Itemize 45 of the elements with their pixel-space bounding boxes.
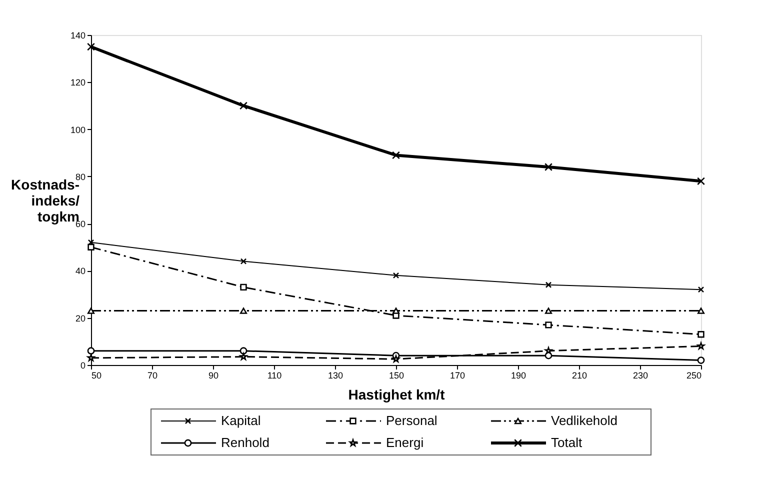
point — [698, 331, 704, 338]
point — [87, 347, 95, 355]
x-tick-label: 230 — [632, 370, 648, 380]
point — [392, 272, 400, 279]
point — [696, 177, 706, 186]
y-tick-label: 120 — [70, 78, 86, 88]
x-axis-title: Hastighet km/t — [348, 386, 446, 402]
x-tick-label: 210 — [572, 370, 588, 380]
x-tick-label: 130 — [328, 370, 344, 380]
x-tick-label: 250 — [686, 370, 702, 380]
legend-label: Kapital — [221, 413, 261, 428]
y-tick-label: 20 — [75, 313, 86, 324]
x-tick-label: 50 — [92, 370, 102, 380]
y-tick-label: 140 — [70, 30, 86, 40]
point — [240, 347, 248, 355]
y-tick-label: 0 — [80, 360, 86, 370]
legend-label: Personal — [386, 413, 438, 428]
point — [697, 308, 705, 314]
point — [697, 356, 705, 364]
point — [544, 162, 553, 172]
x-tick-label: 90 — [208, 370, 219, 380]
point — [240, 284, 247, 291]
y-tick-label: 40 — [75, 266, 86, 276]
point — [240, 308, 248, 314]
x-tick-label: 110 — [267, 370, 282, 380]
legend-label: Totalt — [551, 435, 582, 450]
point — [239, 102, 248, 110]
point — [392, 151, 400, 160]
legend-label: Renhold — [221, 435, 270, 450]
x-tick-label: 150 — [388, 370, 404, 380]
point — [86, 42, 96, 51]
point — [392, 308, 400, 314]
point — [545, 322, 552, 328]
point — [240, 258, 247, 264]
y-tick-label: 100 — [70, 124, 86, 135]
point — [698, 286, 704, 293]
x-tick-label: 170 — [450, 370, 466, 380]
point — [88, 244, 94, 250]
point — [545, 282, 552, 288]
x-tick-label: 70 — [147, 370, 158, 380]
point — [544, 308, 552, 314]
legend-label: Energi — [386, 435, 424, 450]
x-tick-label: 190 — [510, 370, 526, 380]
legend-label: Vedlikehold — [551, 413, 618, 428]
y-tick-label: 80 — [75, 172, 86, 182]
